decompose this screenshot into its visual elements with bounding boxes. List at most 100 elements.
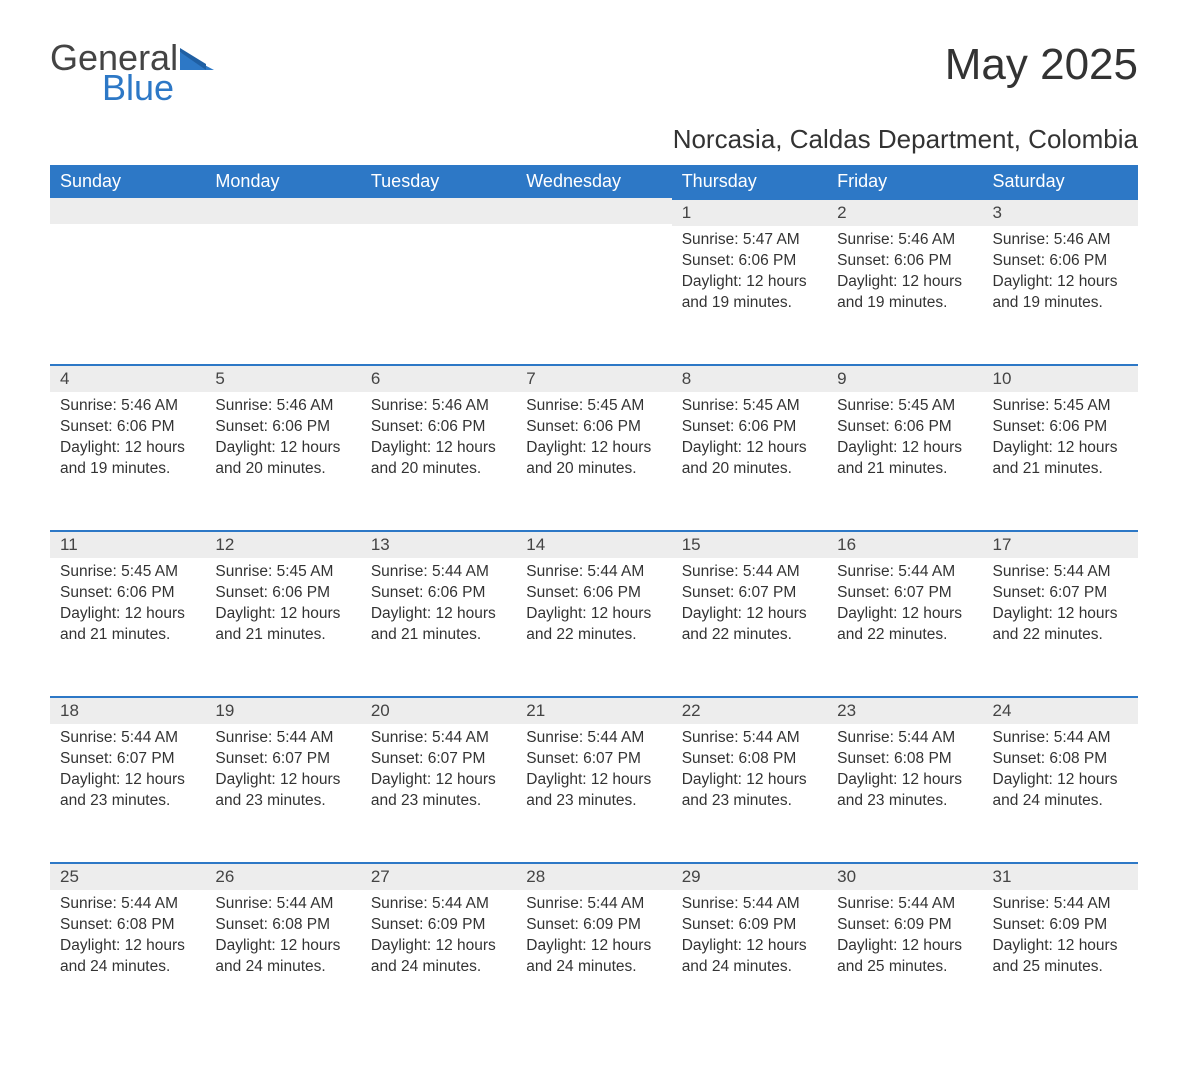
day-cell: Sunrise: 5:44 AMSunset: 6:08 PMDaylight:… (827, 724, 982, 862)
sunrise-line: Sunrise: 5:44 AM (215, 895, 333, 912)
sunrise-line: Sunrise: 5:47 AM (682, 231, 800, 248)
sunset-line: Sunset: 6:08 PM (993, 750, 1108, 767)
sunrise-line: Sunrise: 5:44 AM (837, 729, 955, 746)
day-number: 16 (827, 530, 982, 558)
sunset-line: Sunset: 6:06 PM (60, 584, 175, 601)
day-cell: Sunrise: 5:44 AMSunset: 6:09 PMDaylight:… (983, 890, 1138, 1028)
day-number: 8 (672, 364, 827, 392)
day-detail: Sunrise: 5:44 AMSunset: 6:08 PMDaylight:… (983, 724, 1138, 828)
daylight-line: Daylight: 12 hours and 23 minutes. (682, 771, 807, 809)
calendar-table: SundayMondayTuesdayWednesdayThursdayFrid… (50, 165, 1138, 1028)
day-number-cell: 4 (50, 364, 205, 392)
sunrise-line: Sunrise: 5:44 AM (215, 729, 333, 746)
daylight-line: Daylight: 12 hours and 21 minutes. (993, 439, 1118, 477)
location-subtitle: Norcasia, Caldas Department, Colombia (50, 124, 1138, 155)
day-detail: Sunrise: 5:45 AMSunset: 6:06 PMDaylight:… (827, 392, 982, 496)
day-cell (361, 226, 516, 364)
day-number: 4 (50, 364, 205, 392)
sunset-line: Sunset: 6:09 PM (526, 916, 641, 933)
day-detail: Sunrise: 5:46 AMSunset: 6:06 PMDaylight:… (983, 226, 1138, 330)
day-cell: Sunrise: 5:44 AMSunset: 6:07 PMDaylight:… (516, 724, 671, 862)
sunset-line: Sunset: 6:08 PM (60, 916, 175, 933)
daylight-line: Daylight: 12 hours and 19 minutes. (60, 439, 185, 477)
sunset-line: Sunset: 6:09 PM (371, 916, 486, 933)
day-cell: Sunrise: 5:44 AMSunset: 6:09 PMDaylight:… (672, 890, 827, 1028)
day-cell (516, 226, 671, 364)
logo: General Blue (50, 40, 214, 106)
sunset-line: Sunset: 6:07 PM (371, 750, 486, 767)
sunrise-line: Sunrise: 5:44 AM (993, 563, 1111, 580)
day-detail: Sunrise: 5:44 AMSunset: 6:07 PMDaylight:… (672, 558, 827, 662)
day-cell: Sunrise: 5:47 AMSunset: 6:06 PMDaylight:… (672, 226, 827, 364)
sunset-line: Sunset: 6:06 PM (526, 584, 641, 601)
day-detail: Sunrise: 5:44 AMSunset: 6:08 PMDaylight:… (672, 724, 827, 828)
day-number: 13 (361, 530, 516, 558)
day-detail: Sunrise: 5:44 AMSunset: 6:09 PMDaylight:… (672, 890, 827, 994)
day-number-cell: 14 (516, 530, 671, 558)
day-cell: Sunrise: 5:46 AMSunset: 6:06 PMDaylight:… (361, 392, 516, 530)
sunrise-line: Sunrise: 5:44 AM (682, 563, 800, 580)
day-number-cell: 31 (983, 862, 1138, 890)
day-number-cell (205, 198, 360, 226)
daylight-line: Daylight: 12 hours and 19 minutes. (837, 273, 962, 311)
day-number: 6 (361, 364, 516, 392)
day-number-cell: 24 (983, 696, 1138, 724)
day-detail: Sunrise: 5:46 AMSunset: 6:06 PMDaylight:… (361, 392, 516, 496)
day-detail: Sunrise: 5:45 AMSunset: 6:06 PMDaylight:… (516, 392, 671, 496)
weekday-header: Saturday (983, 165, 1138, 198)
day-cell (205, 226, 360, 364)
day-cell: Sunrise: 5:44 AMSunset: 6:09 PMDaylight:… (361, 890, 516, 1028)
day-detail: Sunrise: 5:44 AMSunset: 6:09 PMDaylight:… (983, 890, 1138, 994)
day-number-cell: 28 (516, 862, 671, 890)
day-number (516, 198, 671, 224)
sunset-line: Sunset: 6:09 PM (682, 916, 797, 933)
day-number-cell: 6 (361, 364, 516, 392)
sunset-line: Sunset: 6:06 PM (215, 584, 330, 601)
sunrise-line: Sunrise: 5:46 AM (993, 231, 1111, 248)
day-cell: Sunrise: 5:44 AMSunset: 6:07 PMDaylight:… (361, 724, 516, 862)
day-number-cell (361, 198, 516, 226)
day-detail: Sunrise: 5:47 AMSunset: 6:06 PMDaylight:… (672, 226, 827, 330)
sunset-line: Sunset: 6:06 PM (682, 418, 797, 435)
weekday-header: Tuesday (361, 165, 516, 198)
day-cell: Sunrise: 5:45 AMSunset: 6:06 PMDaylight:… (205, 558, 360, 696)
day-number-cell: 2 (827, 198, 982, 226)
sunrise-line: Sunrise: 5:44 AM (60, 895, 178, 912)
header: General Blue May 2025 (50, 40, 1138, 106)
day-number-cell: 11 (50, 530, 205, 558)
daylight-line: Daylight: 12 hours and 23 minutes. (526, 771, 651, 809)
day-number: 28 (516, 862, 671, 890)
daylight-line: Daylight: 12 hours and 24 minutes. (526, 937, 651, 975)
day-detail: Sunrise: 5:44 AMSunset: 6:08 PMDaylight:… (205, 890, 360, 994)
day-number-cell: 16 (827, 530, 982, 558)
sunrise-line: Sunrise: 5:44 AM (993, 729, 1111, 746)
sunrise-line: Sunrise: 5:45 AM (837, 397, 955, 414)
sunset-line: Sunset: 6:07 PM (837, 584, 952, 601)
day-cell: Sunrise: 5:44 AMSunset: 6:07 PMDaylight:… (827, 558, 982, 696)
sunrise-line: Sunrise: 5:46 AM (215, 397, 333, 414)
day-number-cell: 22 (672, 696, 827, 724)
sunset-line: Sunset: 6:08 PM (682, 750, 797, 767)
day-cell: Sunrise: 5:44 AMSunset: 6:09 PMDaylight:… (827, 890, 982, 1028)
day-number-cell: 19 (205, 696, 360, 724)
day-cell: Sunrise: 5:44 AMSunset: 6:08 PMDaylight:… (983, 724, 1138, 862)
day-cell: Sunrise: 5:46 AMSunset: 6:06 PMDaylight:… (50, 392, 205, 530)
day-detail: Sunrise: 5:44 AMSunset: 6:07 PMDaylight:… (516, 724, 671, 828)
daylight-line: Daylight: 12 hours and 21 minutes. (60, 605, 185, 643)
day-number: 17 (983, 530, 1138, 558)
day-number: 9 (827, 364, 982, 392)
day-cell: Sunrise: 5:44 AMSunset: 6:07 PMDaylight:… (983, 558, 1138, 696)
day-detail: Sunrise: 5:44 AMSunset: 6:09 PMDaylight:… (516, 890, 671, 994)
day-number-cell: 3 (983, 198, 1138, 226)
day-cell: Sunrise: 5:44 AMSunset: 6:07 PMDaylight:… (672, 558, 827, 696)
page-title: May 2025 (945, 40, 1138, 90)
day-detail: Sunrise: 5:44 AM Sunset: 6:08 PM Daylight:… (50, 890, 205, 994)
day-number-cell: 21 (516, 696, 671, 724)
day-number-cell: 27 (361, 862, 516, 890)
daylight-line: Daylight: 12 hours and 24 minutes. (682, 937, 807, 975)
day-number-cell: 30 (827, 862, 982, 890)
daylight-line: Daylight: 12 hours and 24 minutes. (60, 937, 185, 975)
sunset-line: Sunset: 6:07 PM (682, 584, 797, 601)
day-number (361, 198, 516, 224)
day-number-cell: 20 (361, 696, 516, 724)
